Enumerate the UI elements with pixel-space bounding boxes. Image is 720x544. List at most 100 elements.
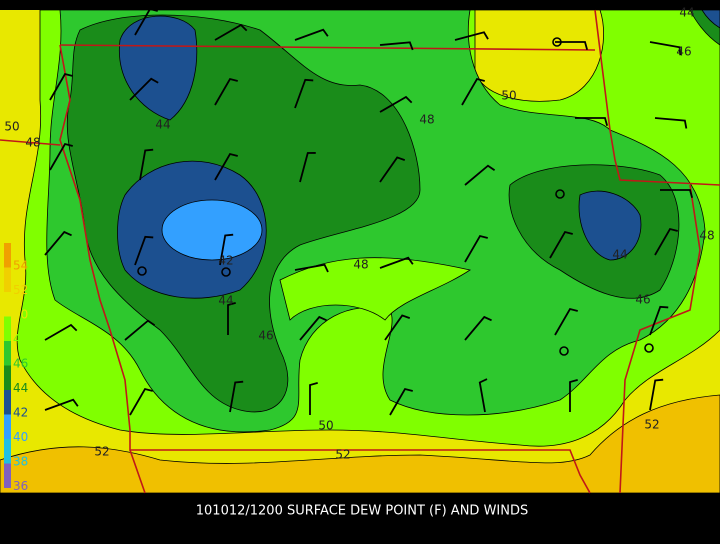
contour-label: 46	[676, 45, 691, 59]
wind-barb	[464, 315, 492, 341]
wind-barb	[214, 152, 238, 181]
legend-swatch	[4, 463, 11, 488]
wind-barb	[478, 378, 488, 413]
wind-barb	[464, 164, 496, 186]
zone-50-52-north	[474, 9, 604, 102]
legend-swatch	[4, 341, 11, 366]
wind-barb	[229, 380, 244, 413]
legend-label: 38	[13, 455, 28, 469]
contour-label: 52	[335, 448, 350, 462]
contour-label: 46	[258, 329, 273, 343]
legend-label: 36	[13, 479, 28, 493]
calm-wind	[559, 346, 569, 356]
border	[59, 44, 591, 494]
wind-barb	[379, 95, 413, 113]
wind-barb	[299, 152, 316, 183]
wind-barb	[219, 233, 234, 266]
wind-barb	[129, 387, 153, 416]
calm-wind	[644, 343, 654, 353]
state-borders	[0, 9, 720, 494]
calm-wind	[552, 37, 562, 47]
contour-labels: 44 48 50 50 48 42 48 44 46 44 46 48 50 52 52 52 44 46	[4, 6, 714, 462]
legend-label: 40	[13, 430, 28, 444]
contour-label: 48	[353, 258, 368, 272]
legend-label: 52	[13, 283, 28, 297]
contour-label: 48	[699, 229, 714, 243]
legend-label: 42	[13, 406, 28, 420]
legend-swatch	[4, 439, 11, 464]
contour-label: 50	[4, 120, 19, 134]
contour-label: 48	[25, 136, 40, 150]
legend-swatch	[4, 292, 11, 317]
wind-barb	[299, 315, 327, 341]
wind-barb	[569, 378, 578, 412]
border	[59, 44, 596, 51]
dew-point-field	[0, 9, 720, 494]
wind-barb	[454, 31, 489, 41]
border	[619, 184, 701, 494]
wind-barb	[384, 314, 411, 341]
wind-barb	[214, 77, 238, 106]
legend-swatch	[4, 414, 11, 439]
border	[0, 139, 61, 146]
legend-label: 50	[13, 308, 28, 322]
wind-barb	[464, 234, 488, 263]
contour-label: 50	[318, 419, 333, 433]
zone-42-44-east	[578, 190, 642, 261]
border	[129, 449, 146, 494]
wind-barb	[555, 41, 589, 50]
wind-barb	[575, 117, 609, 126]
wind-barb	[214, 23, 248, 41]
contour-label: 48	[419, 113, 434, 127]
wind-barb	[134, 235, 154, 266]
wind-barb	[309, 381, 318, 415]
zone-52-54	[0, 394, 720, 494]
border	[594, 9, 720, 186]
map-title: 101012/1200 SURFACE DEW POINT (F) AND WI…	[196, 504, 529, 519]
calm-wind	[555, 189, 565, 199]
zone-42-44-ne	[701, 9, 720, 29]
wind-barb	[294, 78, 314, 109]
wind-barb	[44, 323, 78, 341]
wind-barb	[649, 305, 669, 336]
contour-label: 44	[679, 6, 694, 20]
wind-barb	[49, 142, 73, 171]
zone-40-42	[161, 199, 263, 261]
legend-swatch	[4, 267, 11, 292]
wind-barb	[649, 378, 664, 411]
wind-barb	[294, 28, 329, 41]
legend-swatch	[4, 243, 11, 268]
wind-barb	[654, 117, 688, 129]
contour-label: 46	[635, 293, 650, 307]
contour-label: 44	[155, 118, 170, 132]
wind-barb	[379, 256, 414, 269]
contour-label: 44	[218, 294, 233, 308]
wind-barb	[44, 230, 72, 256]
contour-label: 44	[612, 248, 627, 262]
contour-label: 50	[501, 89, 516, 103]
contour-label: 52	[644, 418, 659, 432]
wind-barb	[379, 156, 406, 183]
calm-wind	[137, 266, 147, 276]
legend-swatch	[4, 316, 11, 341]
legend-swatch	[4, 390, 11, 415]
legend-swatch	[4, 365, 11, 390]
contour-label: 42	[218, 254, 233, 268]
wind-barb	[124, 319, 156, 341]
zone-42-44-north	[118, 15, 198, 121]
wind-barb	[49, 72, 73, 101]
wind-barb	[649, 41, 682, 56]
wind-barb	[660, 189, 694, 198]
wind-barb	[134, 7, 158, 36]
wind-barb	[294, 263, 329, 273]
wind-barb	[139, 148, 154, 181]
wind-barb	[379, 41, 414, 51]
zone-48-50-inner	[279, 257, 472, 321]
wind-barbs	[44, 7, 694, 416]
calm-wind	[221, 267, 231, 277]
wind-barb	[44, 398, 79, 411]
wind-barb	[389, 387, 413, 416]
wind-barb	[554, 307, 578, 336]
legend-label: 54	[13, 259, 28, 273]
